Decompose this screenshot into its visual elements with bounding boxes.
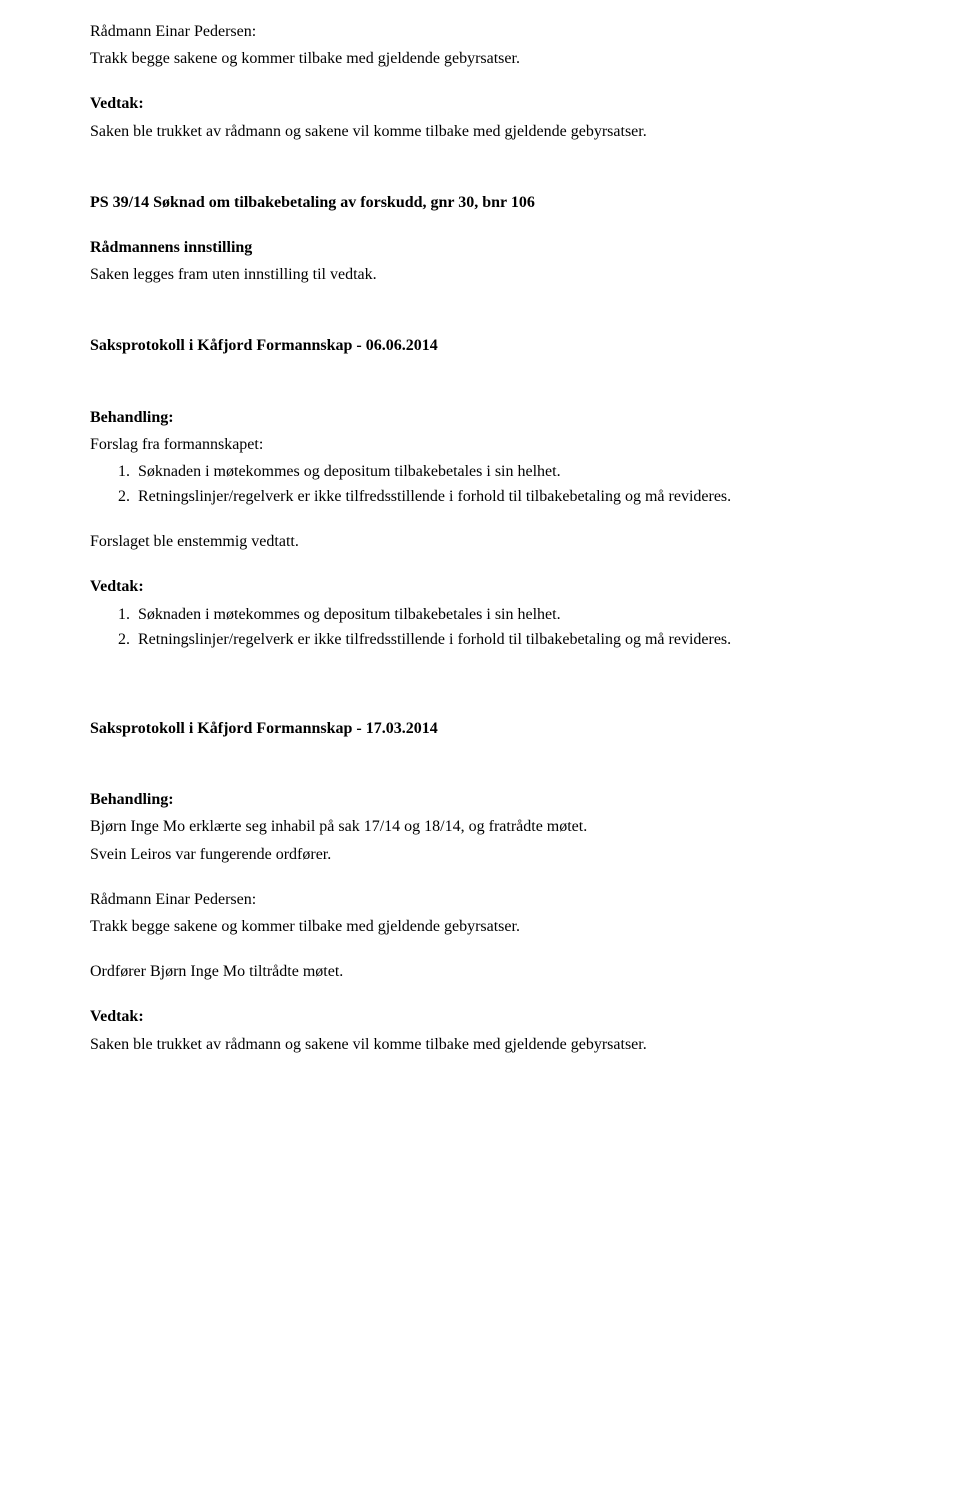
body-text: Bjørn Inge Mo erklærte seg inhabil på sa… [90,815,870,838]
forslag-intro: Forslag fra formannskapet: [90,433,870,456]
author-line: Rådmann Einar Pedersen: [90,20,870,43]
list-item: Retningslinjer/regelverk er ikke tilfred… [134,485,870,508]
proposal-list: Søknaden i møtekommes og depositum tilba… [90,460,870,508]
list-item: Retningslinjer/regelverk er ikke tilfred… [134,628,870,651]
body-text: Forslaget ble enstemmig vedtatt. [90,530,870,553]
vedtak-body: Saken ble trukket av rådmann og sakene v… [90,1033,870,1056]
case-title: PS 39/14 Søknad om tilbakebetaling av fo… [90,191,870,214]
protocol-title: Saksprotokoll i Kåfjord Formannskap - 06… [90,334,870,357]
vedtak-list: Søknaden i møtekommes og depositum tilba… [90,603,870,651]
body-text: Ordfører Bjørn Inge Mo tiltrådte møtet. [90,960,870,983]
protocol-title: Saksprotokoll i Kåfjord Formannskap - 17… [90,717,870,740]
body-text: Trakk begge sakene og kommer tilbake med… [90,915,870,938]
vedtak-label: Vedtak: [90,575,870,598]
behandling-label: Behandling: [90,406,870,429]
body-text: Saken legges fram uten innstilling til v… [90,263,870,286]
body-text: Rådmann Einar Pedersen: [90,888,870,911]
vedtak-body: Saken ble trukket av rådmann og sakene v… [90,120,870,143]
subheading: Rådmannens innstilling [90,236,870,259]
list-item: Søknaden i møtekommes og depositum tilba… [134,460,870,483]
vedtak-label: Vedtak: [90,1005,870,1028]
behandling-label: Behandling: [90,788,870,811]
body-text: Trakk begge sakene og kommer tilbake med… [90,47,870,70]
list-item: Søknaden i møtekommes og depositum tilba… [134,603,870,626]
body-text: Svein Leiros var fungerende ordfører. [90,843,870,866]
vedtak-label: Vedtak: [90,92,870,115]
